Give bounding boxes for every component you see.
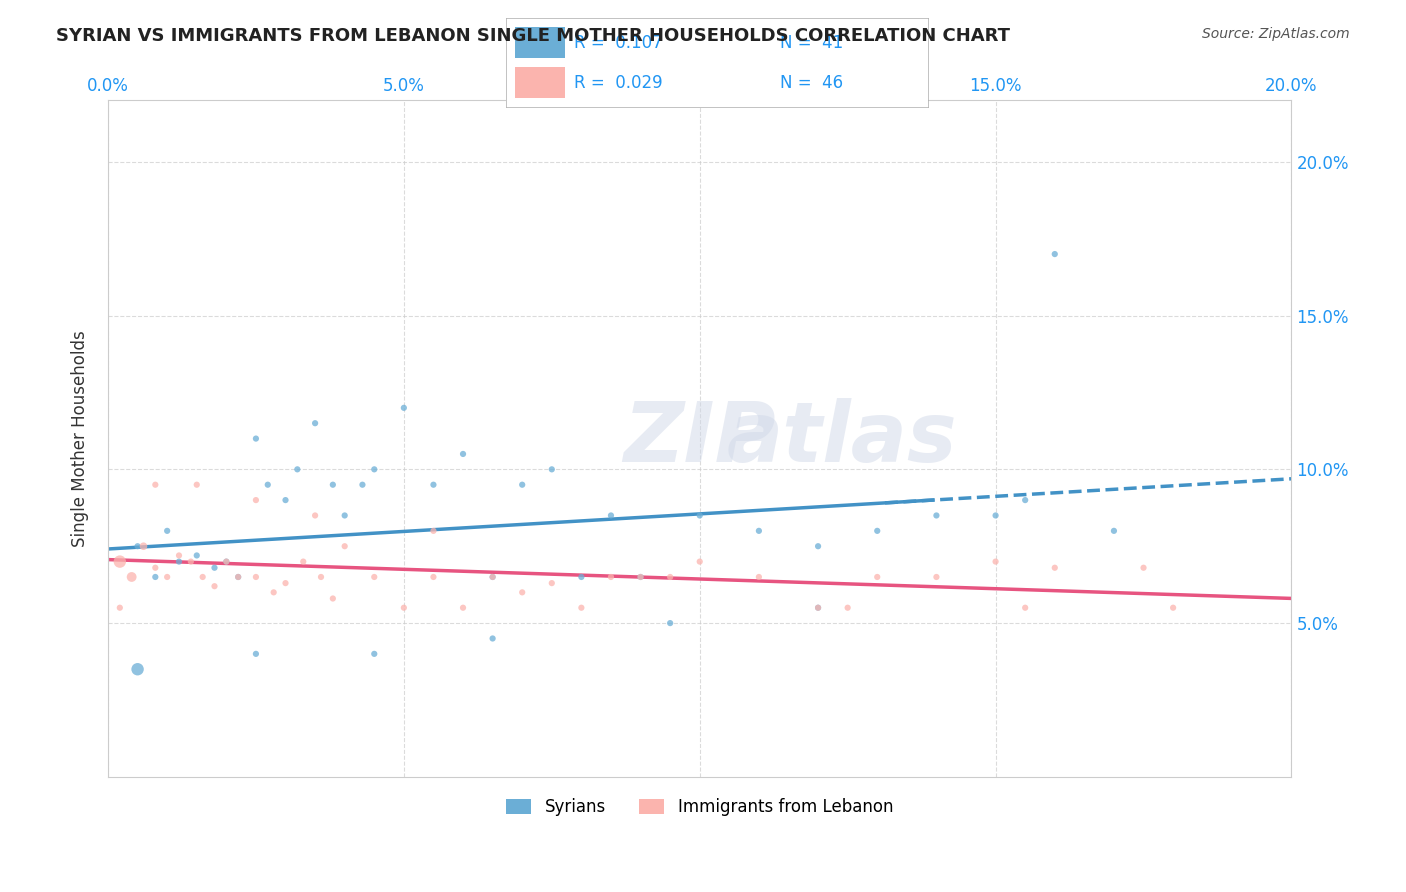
Point bbox=[422, 570, 444, 584]
Point bbox=[304, 416, 326, 430]
Point bbox=[689, 555, 711, 569]
Point bbox=[807, 600, 830, 615]
Point bbox=[143, 477, 166, 491]
Point bbox=[363, 462, 385, 476]
Point bbox=[143, 560, 166, 574]
Point bbox=[392, 401, 415, 415]
Point bbox=[481, 570, 503, 584]
Point bbox=[481, 632, 503, 646]
Point bbox=[352, 477, 374, 491]
Text: R =  0.029: R = 0.029 bbox=[574, 74, 662, 92]
Point bbox=[1043, 247, 1066, 261]
Point bbox=[204, 560, 226, 574]
Point bbox=[245, 570, 267, 584]
Point bbox=[451, 600, 474, 615]
Point bbox=[925, 570, 948, 584]
Point bbox=[392, 600, 415, 615]
Point bbox=[510, 477, 533, 491]
Point bbox=[108, 600, 131, 615]
Text: Source: ZipAtlas.com: Source: ZipAtlas.com bbox=[1202, 27, 1350, 41]
Point bbox=[309, 570, 332, 584]
Point bbox=[285, 462, 308, 476]
Point bbox=[180, 555, 202, 569]
Point bbox=[322, 477, 344, 491]
Point bbox=[837, 600, 859, 615]
Point bbox=[167, 555, 190, 569]
Point bbox=[363, 647, 385, 661]
Point bbox=[226, 570, 249, 584]
Point bbox=[569, 600, 592, 615]
Point bbox=[866, 570, 889, 584]
Point bbox=[186, 477, 208, 491]
Point bbox=[322, 591, 344, 606]
Point bbox=[422, 524, 444, 538]
Point bbox=[925, 508, 948, 523]
Point bbox=[1014, 493, 1036, 508]
Point bbox=[191, 570, 214, 584]
Point bbox=[156, 570, 179, 584]
Point bbox=[127, 539, 149, 553]
Point bbox=[156, 524, 179, 538]
Point bbox=[569, 570, 592, 584]
Point bbox=[292, 555, 315, 569]
Point bbox=[1043, 560, 1066, 574]
Legend: Syrians, Immigrants from Lebanon: Syrians, Immigrants from Lebanon bbox=[499, 791, 900, 822]
Text: atlas: atlas bbox=[727, 398, 957, 479]
Point bbox=[600, 508, 623, 523]
Point bbox=[481, 570, 503, 584]
Point bbox=[274, 576, 297, 591]
Point bbox=[245, 493, 267, 508]
Point bbox=[984, 555, 1007, 569]
Point bbox=[451, 447, 474, 461]
Point bbox=[274, 493, 297, 508]
Point bbox=[204, 579, 226, 593]
Point bbox=[363, 570, 385, 584]
Point bbox=[748, 524, 770, 538]
Point bbox=[1102, 524, 1125, 538]
Point bbox=[807, 600, 830, 615]
Point bbox=[630, 570, 652, 584]
Point bbox=[132, 539, 155, 553]
Point bbox=[186, 549, 208, 563]
Point bbox=[333, 508, 356, 523]
Point bbox=[121, 570, 143, 584]
Point bbox=[245, 647, 267, 661]
Point bbox=[630, 570, 652, 584]
Point bbox=[748, 570, 770, 584]
Text: ZIP: ZIP bbox=[623, 398, 776, 479]
Point bbox=[1161, 600, 1184, 615]
Point bbox=[659, 570, 682, 584]
Point bbox=[540, 576, 562, 591]
Point bbox=[256, 477, 278, 491]
Point bbox=[127, 662, 149, 676]
Y-axis label: Single Mother Households: Single Mother Households bbox=[72, 330, 89, 547]
Point bbox=[226, 570, 249, 584]
Point bbox=[689, 508, 711, 523]
Text: R =  0.107: R = 0.107 bbox=[574, 34, 662, 52]
Point bbox=[866, 524, 889, 538]
Bar bbox=[515, 67, 565, 98]
Point bbox=[108, 555, 131, 569]
Point bbox=[304, 508, 326, 523]
Point bbox=[1132, 560, 1154, 574]
Point bbox=[263, 585, 285, 599]
Point bbox=[659, 616, 682, 631]
Point bbox=[984, 508, 1007, 523]
Point bbox=[600, 570, 623, 584]
Text: N =  41: N = 41 bbox=[780, 34, 844, 52]
Point bbox=[807, 539, 830, 553]
Point bbox=[333, 539, 356, 553]
Point bbox=[215, 555, 238, 569]
Point bbox=[1014, 600, 1036, 615]
Point bbox=[143, 570, 166, 584]
Point bbox=[540, 462, 562, 476]
Bar bbox=[515, 27, 565, 58]
Point bbox=[215, 555, 238, 569]
Point bbox=[422, 477, 444, 491]
Text: SYRIAN VS IMMIGRANTS FROM LEBANON SINGLE MOTHER HOUSEHOLDS CORRELATION CHART: SYRIAN VS IMMIGRANTS FROM LEBANON SINGLE… bbox=[56, 27, 1011, 45]
Text: N =  46: N = 46 bbox=[780, 74, 844, 92]
Point bbox=[510, 585, 533, 599]
Point bbox=[245, 432, 267, 446]
Point bbox=[167, 549, 190, 563]
